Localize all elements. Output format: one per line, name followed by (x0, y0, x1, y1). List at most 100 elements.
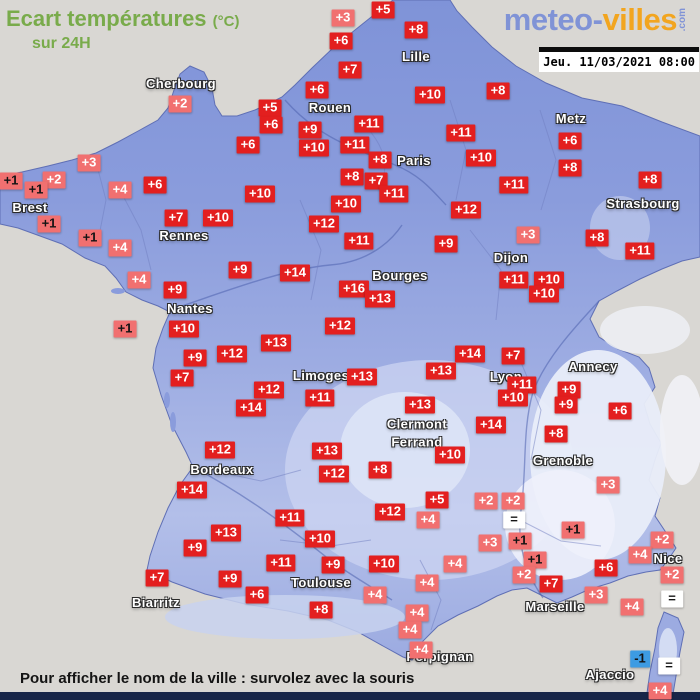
temp-badge[interactable]: +12 (374, 503, 406, 521)
temp-badge[interactable]: +10 (533, 271, 565, 289)
temp-badge[interactable]: +13 (346, 368, 378, 386)
temp-badge[interactable]: +6 (594, 559, 618, 577)
temp-badge[interactable]: +7 (539, 575, 563, 593)
temp-badge[interactable]: +9 (228, 261, 252, 279)
temp-badge[interactable]: +11 (344, 232, 374, 250)
temp-badge[interactable]: +16 (338, 280, 370, 298)
temp-badge[interactable]: +12 (216, 345, 248, 363)
temp-badge[interactable]: +8 (309, 601, 333, 619)
temp-badge[interactable]: +3 (478, 534, 502, 552)
temp-badge[interactable]: +10 (304, 530, 336, 548)
temp-badge[interactable]: +10 (298, 139, 330, 157)
temp-badge[interactable]: +13 (364, 290, 396, 308)
temp-badge[interactable]: +10 (330, 195, 362, 213)
temp-badge[interactable]: +8 (404, 21, 428, 39)
temp-badge[interactable]: +3 (584, 586, 608, 604)
temp-badge[interactable]: +8 (544, 425, 568, 443)
temp-badge[interactable]: +9 (183, 539, 207, 557)
temp-badge[interactable]: +13 (260, 334, 292, 352)
temp-badge[interactable]: +5 (425, 491, 449, 509)
temp-badge[interactable]: +14 (176, 481, 208, 499)
temp-badge[interactable]: +5 (371, 1, 395, 19)
temp-badge[interactable]: +3 (596, 476, 620, 494)
temp-badge[interactable]: +4 (409, 641, 433, 659)
temp-badge[interactable]: +14 (279, 264, 311, 282)
temp-badge[interactable]: +4 (628, 546, 652, 564)
temp-badge[interactable]: +4 (648, 682, 672, 700)
temp-badge[interactable]: +9 (298, 121, 322, 139)
temp-badge[interactable]: +12 (308, 215, 340, 233)
temp-badge[interactable]: +7 (164, 209, 188, 227)
temp-badge[interactable]: +12 (318, 465, 350, 483)
temp-badge[interactable]: +1 (24, 181, 48, 199)
temp-badge[interactable]: +11 (625, 242, 655, 260)
temp-badge[interactable]: +2 (660, 566, 684, 584)
temp-badge[interactable]: +11 (305, 389, 335, 407)
temp-badge[interactable]: +11 (266, 554, 296, 572)
temp-badge[interactable]: +7 (501, 347, 525, 365)
temp-badge[interactable]: +11 (446, 124, 476, 142)
temp-badge[interactable]: +4 (398, 621, 422, 639)
temp-badge[interactable]: +9 (163, 281, 187, 299)
temp-badge[interactable]: +11 (499, 176, 529, 194)
temp-badge[interactable]: +11 (275, 509, 305, 527)
temp-badge[interactable]: +1 (113, 320, 137, 338)
temp-badge[interactable]: +11 (354, 115, 384, 133)
temp-badge[interactable]: +9 (321, 556, 345, 574)
temp-badge[interactable]: +1 (508, 532, 532, 550)
temp-badge[interactable]: +4 (620, 598, 644, 616)
temp-badge[interactable]: = (503, 511, 525, 529)
temp-badge[interactable]: = (658, 657, 680, 675)
temp-badge[interactable]: +7 (145, 569, 169, 587)
temp-badge[interactable]: +14 (475, 416, 507, 434)
temp-badge[interactable]: +6 (245, 586, 269, 604)
temp-badge[interactable]: -1 (630, 650, 650, 668)
temp-badge[interactable]: +10 (497, 389, 529, 407)
temp-badge[interactable]: +4 (108, 181, 132, 199)
temp-badge[interactable]: +9 (557, 381, 581, 399)
temp-badge[interactable]: +10 (244, 185, 276, 203)
temp-badge[interactable]: +6 (259, 116, 283, 134)
temp-badge[interactable]: +4 (363, 586, 387, 604)
temp-badge[interactable]: +4 (415, 574, 439, 592)
temp-badge[interactable]: +3 (77, 154, 101, 172)
temp-badge[interactable]: +7 (364, 172, 388, 190)
temp-badge[interactable]: +4 (405, 604, 429, 622)
temp-badge[interactable]: +4 (127, 271, 151, 289)
temp-badge[interactable]: +11 (379, 185, 409, 203)
temp-badge[interactable]: +13 (425, 362, 457, 380)
temp-badge[interactable]: +2 (168, 95, 192, 113)
temp-badge[interactable]: +8 (368, 461, 392, 479)
temp-badge[interactable]: +8 (585, 229, 609, 247)
temp-badge[interactable]: +3 (516, 226, 540, 244)
temp-badge[interactable]: +2 (474, 492, 498, 510)
temp-badge[interactable]: +6 (558, 132, 582, 150)
temp-badge[interactable]: +10 (465, 149, 497, 167)
temp-badge[interactable]: +1 (37, 215, 61, 233)
temp-badge[interactable]: = (661, 590, 683, 608)
temp-badge[interactable]: +8 (340, 168, 364, 186)
temp-badge[interactable]: +1 (0, 172, 23, 190)
temp-badge[interactable]: +10 (414, 86, 446, 104)
temp-badge[interactable]: +9 (183, 349, 207, 367)
temp-badge[interactable]: +6 (305, 81, 329, 99)
temp-badge[interactable]: +10 (368, 555, 400, 573)
temp-badge[interactable]: +7 (338, 61, 362, 79)
temp-badge[interactable]: +9 (554, 396, 578, 414)
temp-badge[interactable]: +14 (235, 399, 267, 417)
temp-badge[interactable]: +10 (528, 285, 560, 303)
temp-badge[interactable]: +2 (650, 531, 674, 549)
temp-badge[interactable]: +3 (331, 9, 355, 27)
temp-badge[interactable]: +10 (168, 320, 200, 338)
temp-badge[interactable]: +9 (434, 235, 458, 253)
temp-badge[interactable]: +6 (608, 402, 632, 420)
temp-badge[interactable]: +2 (512, 566, 536, 584)
temp-badge[interactable]: +5 (258, 99, 282, 117)
temp-badge[interactable]: +11 (507, 376, 537, 394)
temp-badge[interactable]: +13 (210, 524, 242, 542)
temp-badge[interactable]: +2 (42, 171, 66, 189)
temp-badge[interactable]: +2 (501, 492, 525, 510)
temp-badge[interactable]: +9 (218, 570, 242, 588)
temp-badge[interactable]: +8 (558, 159, 582, 177)
temp-badge[interactable]: +12 (253, 381, 285, 399)
